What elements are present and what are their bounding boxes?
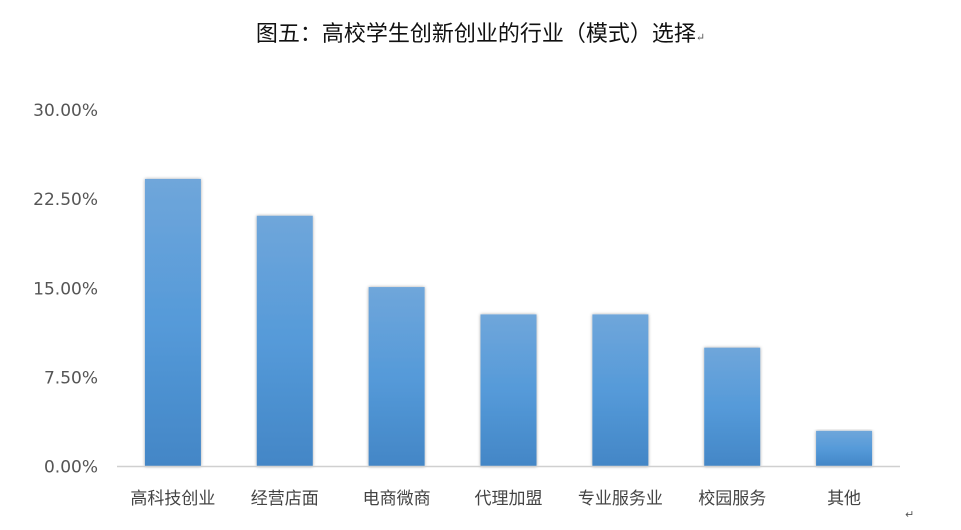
y-tick-label: 22.50% [33,190,98,210]
bar-1 [256,215,313,467]
paragraph-mark-icon: ↵ [695,31,706,44]
x-category-label: 高科技创业 [130,489,215,509]
chart-title: 图五：高校学生创新创业的行业（模式）选择↵ [0,16,961,48]
y-tick-label: 30.00% [33,101,98,121]
x-category-label: 经营店面 [251,489,319,509]
x-category-label: 专业服务业 [578,489,663,509]
bar-2 [368,287,425,467]
y-tick-label: 15.00% [33,279,98,299]
bar-0 [144,178,201,467]
bar-6 [816,430,873,467]
x-category-label: 代理加盟 [475,489,543,509]
x-category-label: 电商微商 [363,489,431,509]
bar-4 [592,314,649,467]
x-category-label: 其他 [827,489,861,509]
bar-3 [480,314,537,467]
chart-title-text: 图五：高校学生创新创业的行业（模式）选择 [255,22,696,47]
x-category-label: 校园服务 [698,489,766,509]
paragraph-mark-icon: ↵ [905,508,915,521]
y-tick-label: 0.00% [44,458,98,478]
y-tick-label: 7.50% [44,368,98,388]
bar-5 [704,347,761,467]
